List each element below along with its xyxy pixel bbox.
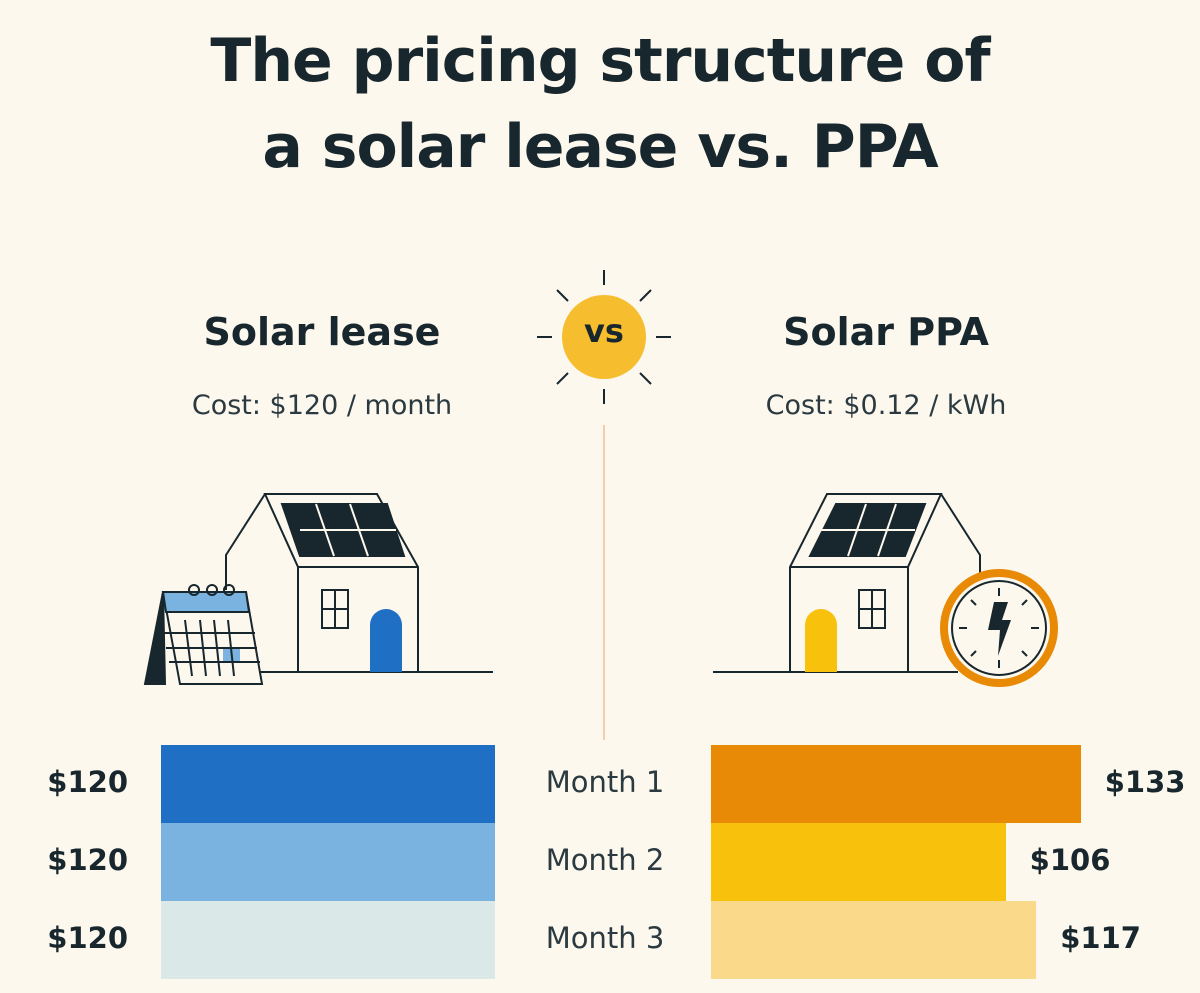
title-line-2: a solar lease vs. PPA bbox=[262, 112, 938, 182]
sun-icon bbox=[537, 270, 671, 404]
lease-cost: Cost: $120 / month bbox=[191, 390, 453, 421]
ppa-bar bbox=[711, 823, 1006, 901]
page-title: The pricing structure of a solar lease v… bbox=[0, 18, 1200, 190]
calendar-icon bbox=[143, 584, 264, 685]
electric-meter-icon bbox=[940, 569, 1058, 687]
vs-label: vs bbox=[584, 312, 624, 350]
house-with-solar-panels-icon bbox=[222, 493, 493, 673]
ppa-bar bbox=[711, 901, 1037, 979]
ppa-bar bbox=[711, 745, 1081, 823]
lease-bar bbox=[161, 745, 495, 823]
lease-bar bbox=[161, 823, 495, 901]
title-line-1: The pricing structure of bbox=[210, 26, 990, 96]
lease-value-label: $120 bbox=[47, 765, 128, 799]
month-label: Month 3 bbox=[545, 921, 665, 955]
month-label: Month 2 bbox=[545, 843, 665, 877]
ppa-cost: Cost: $0.12 / kWh bbox=[765, 390, 1007, 421]
lease-value-label: $120 bbox=[47, 921, 128, 955]
lease-bar bbox=[161, 901, 495, 979]
ppa-value-label: $133 bbox=[1104, 765, 1186, 799]
ppa-heading: Solar PPA bbox=[783, 310, 989, 354]
lease-heading: Solar lease bbox=[203, 310, 441, 354]
ppa-value-label: $117 bbox=[1060, 921, 1141, 955]
lease-value-label: $120 bbox=[47, 843, 128, 877]
ppa-value-label: $106 bbox=[1029, 843, 1111, 877]
month-label: Month 1 bbox=[545, 765, 665, 799]
house-with-solar-panels-icon bbox=[713, 493, 981, 673]
